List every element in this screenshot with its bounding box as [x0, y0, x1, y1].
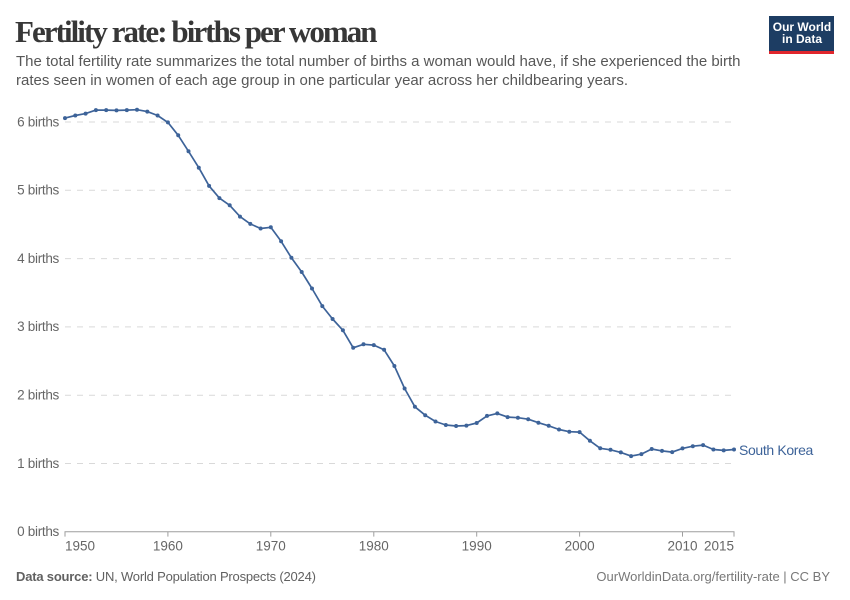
svg-text:2000: 2000: [565, 538, 595, 553]
svg-text:0 births: 0 births: [17, 524, 59, 539]
svg-text:1950: 1950: [65, 538, 95, 553]
svg-text:2015: 2015: [704, 538, 734, 553]
svg-text:1960: 1960: [153, 538, 183, 553]
svg-text:4 births: 4 births: [17, 251, 59, 266]
svg-text:1990: 1990: [462, 538, 492, 553]
svg-text:6 births: 6 births: [17, 114, 59, 129]
svg-text:1 births: 1 births: [17, 456, 59, 471]
svg-text:3 births: 3 births: [17, 319, 59, 334]
svg-text:South Korea: South Korea: [739, 442, 814, 458]
svg-text:1970: 1970: [256, 538, 286, 553]
svg-text:2010: 2010: [667, 538, 697, 553]
svg-text:1980: 1980: [359, 538, 389, 553]
svg-text:5 births: 5 births: [17, 183, 59, 198]
svg-text:2 births: 2 births: [17, 388, 59, 403]
